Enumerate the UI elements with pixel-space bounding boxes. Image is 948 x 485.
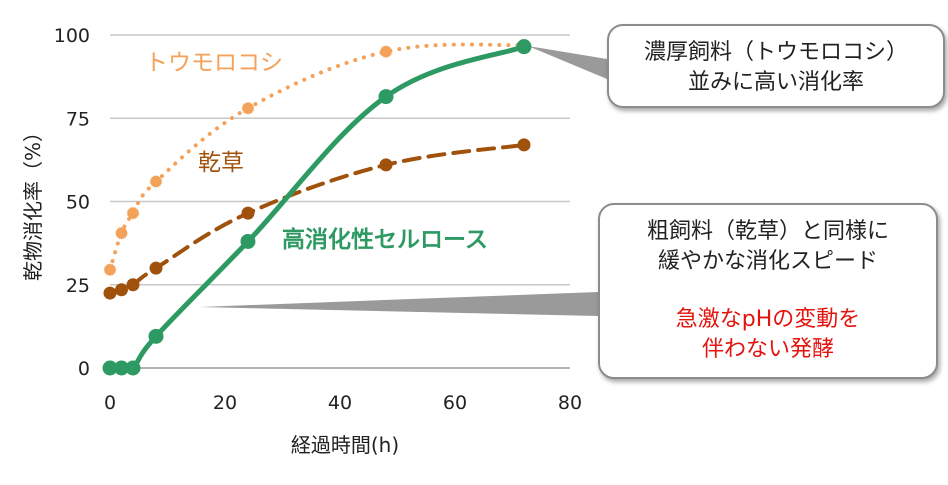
grid-lines (110, 34, 570, 369)
data-point (115, 283, 128, 297)
data-point (125, 360, 141, 376)
y-tick-label: 25 (66, 275, 90, 297)
data-point (517, 138, 531, 152)
x-tick-label: 40 (328, 392, 352, 414)
data-point (114, 360, 129, 376)
y-tick-label: 50 (66, 192, 90, 214)
data-point (241, 206, 255, 220)
series-line (108, 42, 526, 272)
series-label: トウモロコシ (145, 50, 283, 76)
callout-corn-like: 濃厚飼料（トウモロコシ） 並みに高い消化率 (607, 24, 945, 108)
callout-line: 緩やかな消化スピード (657, 249, 878, 274)
series-1 (103, 138, 531, 300)
series-line (108, 142, 526, 296)
data-point (240, 233, 256, 249)
series-layer (102, 38, 532, 376)
data-point (378, 89, 394, 105)
x-tick-label: 0 (104, 392, 116, 414)
series-2 (102, 39, 532, 376)
callout-pointers (200, 46, 607, 316)
callout-line: 濃厚飼料（トウモロコシ） (643, 40, 908, 65)
callout-line-red: 伴わない発酵 (701, 337, 834, 362)
series-line (107, 44, 527, 373)
data-point (103, 286, 117, 300)
x-tick-label: 60 (443, 392, 467, 414)
data-point (150, 175, 162, 188)
data-point (115, 227, 128, 240)
data-point (127, 207, 139, 220)
series-label: 乾草 (198, 150, 244, 176)
y-axis-title: 乾物消化率（%） (21, 122, 45, 281)
data-point (379, 158, 393, 172)
axes: 0 25 50 75 100 0 20 40 60 80 (54, 25, 582, 414)
data-point (242, 102, 254, 115)
callout-line-red: 急激なpHの変動を (675, 307, 861, 332)
data-point (104, 263, 116, 276)
data-point (516, 39, 532, 55)
y-tick-label: 75 (66, 108, 90, 130)
y-tick-label: 0 (78, 358, 90, 380)
x-axis-title: 経過時間(h) (291, 433, 399, 457)
callout-line: 粗飼料（乾草）と同様に (646, 219, 889, 244)
callout-pointer (200, 292, 598, 316)
y-tick-label: 100 (54, 25, 90, 47)
x-tick-label: 80 (558, 392, 582, 414)
series-label: 高消化性セルロース (282, 226, 488, 253)
data-point (102, 360, 118, 376)
callout-hay-like: 粗飼料（乾草）と同様に 緩やかな消化スピード 急激なpHの変動を 伴わない発酵 (598, 203, 938, 379)
callout-pointer (528, 46, 607, 79)
data-point (149, 261, 163, 275)
data-point (126, 278, 140, 292)
data-point (380, 45, 392, 58)
callout-line: 並みに高い消化率 (687, 70, 864, 95)
data-point (148, 328, 164, 344)
x-tick-label: 20 (213, 392, 237, 414)
